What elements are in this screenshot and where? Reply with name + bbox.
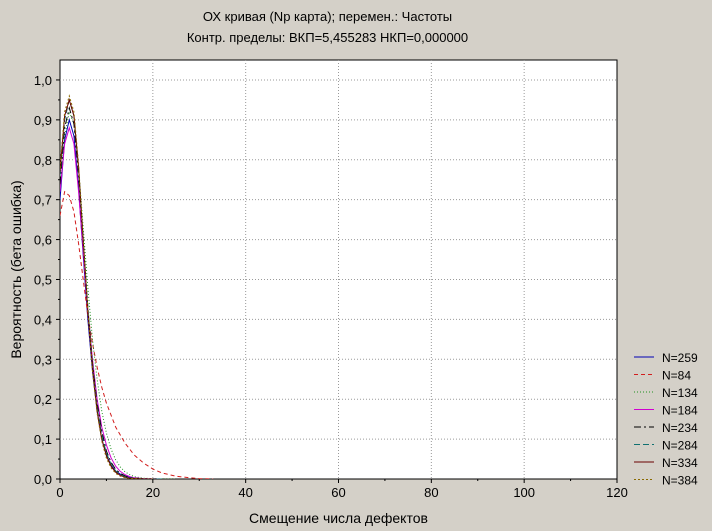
legend-label: N=259: [662, 351, 698, 365]
series-line-n-234: [60, 105, 163, 479]
y-tick-label: 0,7: [34, 193, 52, 208]
x-tick-label: 40: [238, 485, 252, 500]
series-line-n-184: [60, 126, 163, 479]
y-tick-label: 0,6: [34, 233, 52, 248]
legend-label: N=284: [662, 439, 698, 453]
y-tick-label: 0,9: [34, 113, 52, 128]
y-tick-label: 0,1: [34, 432, 52, 447]
legend-label: N=84: [662, 369, 691, 383]
legend-label: N=234: [662, 421, 698, 435]
x-tick-label: 60: [331, 485, 345, 500]
y-tick-label: 0,0: [34, 472, 52, 487]
legend-label: N=384: [662, 474, 698, 488]
chart-title: ОХ кривая (Np карта); перемен.: Частоты: [202, 9, 453, 24]
y-tick-label: 0,4: [34, 312, 52, 327]
x-axis-label: Смещение числа дефектов: [249, 510, 428, 526]
legend-label: N=334: [662, 456, 698, 470]
y-tick-label: 0,2: [34, 392, 52, 407]
y-tick-label: 0,8: [34, 153, 52, 168]
x-tick-label: 120: [606, 485, 628, 500]
y-tick-label: 1,0: [34, 73, 52, 88]
y-tick-label: 0,5: [34, 272, 52, 287]
legend-label: N=184: [662, 404, 698, 418]
chart-subtitle: Контр. пределы: ВКП=5,455283 НКП=0,00000…: [186, 30, 469, 45]
legend-label: N=134: [662, 386, 698, 400]
y-tick-label: 0,3: [34, 352, 52, 367]
x-tick-label: 80: [424, 485, 438, 500]
x-tick-label: 100: [513, 485, 535, 500]
series-line-n-84: [60, 190, 214, 479]
y-axis-label: Вероятность (бета ошибка): [8, 180, 24, 358]
x-tick-label: 0: [56, 485, 63, 500]
series-line-n-384: [60, 94, 153, 479]
plot-area: [59, 59, 618, 480]
x-tick-label: 20: [146, 485, 160, 500]
